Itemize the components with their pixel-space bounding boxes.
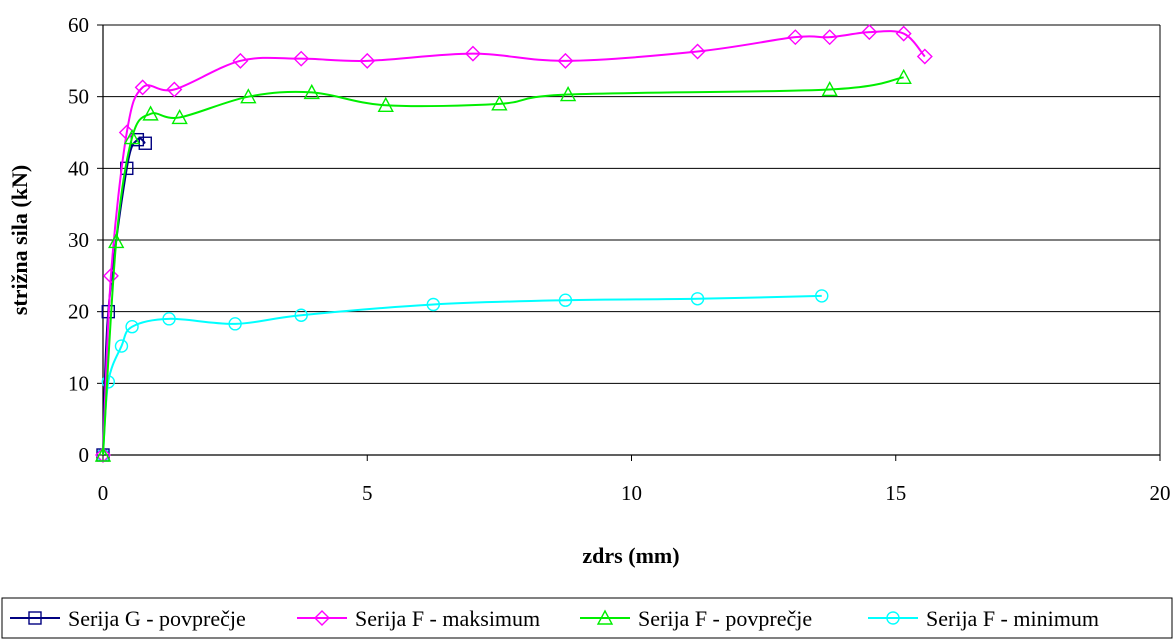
y-tick-label: 0 bbox=[79, 443, 90, 467]
data-point bbox=[821, 29, 838, 46]
data-point bbox=[232, 52, 249, 69]
x-tick-label: 20 bbox=[1150, 481, 1171, 505]
legend: Serija G - povprečje Serija F - maksimum S… bbox=[1, 597, 1173, 639]
legend-entry: Serija F - povprečje bbox=[580, 606, 812, 631]
series-group bbox=[94, 24, 933, 463]
x-axis-title: zdrs (mm) bbox=[582, 543, 679, 568]
data-point bbox=[108, 232, 125, 249]
data-point bbox=[102, 267, 119, 284]
data-point bbox=[134, 79, 151, 96]
data-point bbox=[240, 88, 257, 104]
y-tick-label: 40 bbox=[68, 156, 89, 180]
series-line bbox=[102, 294, 822, 456]
y-tick-label: 20 bbox=[68, 300, 89, 324]
series-1 bbox=[95, 24, 933, 463]
legend-entry: Serija G - povprečje bbox=[10, 606, 246, 631]
data-point bbox=[123, 129, 141, 145]
legend-swatch-marker bbox=[28, 611, 42, 625]
legend-label: Serija G - povprečje bbox=[68, 606, 246, 631]
data-point bbox=[377, 96, 394, 112]
data-point bbox=[557, 52, 574, 69]
x-tick-label: 10 bbox=[621, 481, 642, 505]
x-tick-label: 0 bbox=[98, 481, 109, 505]
x-tick-label: 5 bbox=[362, 481, 373, 505]
legend-swatch-marker bbox=[314, 610, 330, 626]
series-line bbox=[102, 76, 904, 456]
data-point bbox=[558, 293, 573, 307]
data-point bbox=[166, 81, 183, 98]
data-point bbox=[359, 52, 376, 69]
data-point bbox=[125, 320, 139, 334]
data-point bbox=[464, 45, 481, 62]
legend-entry: Serija F - maksimum bbox=[297, 606, 540, 631]
data-point bbox=[95, 447, 111, 463]
data-point bbox=[821, 81, 838, 97]
legend-label: Serija F - maksimum bbox=[355, 606, 540, 631]
series-2 bbox=[94, 68, 912, 462]
series-line bbox=[102, 30, 926, 456]
axes bbox=[97, 24, 1161, 461]
data-point bbox=[426, 297, 441, 312]
data-point bbox=[491, 95, 508, 111]
data-point bbox=[171, 108, 188, 125]
y-tick-label: 50 bbox=[68, 85, 89, 109]
y-tick-label: 10 bbox=[68, 371, 89, 395]
legend-entry: Serija F - minimum bbox=[868, 606, 1099, 631]
y-tick-label: 30 bbox=[68, 228, 89, 252]
data-point bbox=[815, 289, 829, 303]
data-point bbox=[294, 308, 308, 322]
data-point bbox=[293, 50, 310, 67]
y-axis-title: strižna sila (kN) bbox=[7, 165, 32, 315]
data-point bbox=[916, 48, 933, 65]
legend-label: Serija F - povprečje bbox=[638, 606, 812, 631]
data-point bbox=[861, 24, 878, 41]
legend-swatch-marker bbox=[886, 611, 900, 625]
data-point bbox=[895, 25, 912, 42]
data-point bbox=[559, 86, 577, 102]
data-point bbox=[94, 446, 112, 462]
data-point bbox=[689, 43, 706, 60]
y-tick-labels: 0 10 20 30 40 50 60 bbox=[68, 13, 89, 467]
data-point bbox=[787, 29, 804, 46]
x-tick-label: 15 bbox=[885, 481, 906, 505]
legend-swatch-marker bbox=[596, 609, 614, 625]
data-point bbox=[895, 68, 912, 85]
legend-label: Serija F - minimum bbox=[926, 606, 1099, 631]
gridlines bbox=[103, 24, 1160, 384]
data-point bbox=[114, 339, 129, 353]
data-point bbox=[142, 105, 159, 121]
y-tick-label: 60 bbox=[68, 13, 89, 37]
data-point bbox=[162, 312, 176, 326]
data-point bbox=[228, 317, 242, 331]
x-tick-labels: 0 5 10 15 20 bbox=[98, 481, 1171, 505]
data-point bbox=[690, 292, 705, 306]
data-point bbox=[303, 83, 320, 100]
